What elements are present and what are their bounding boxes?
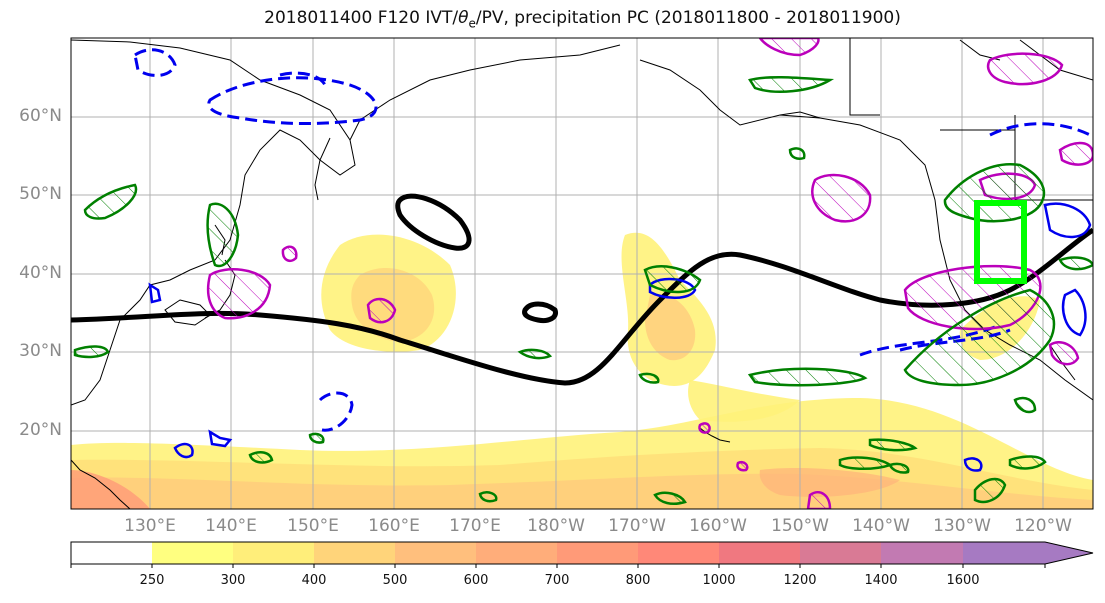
cbar-label-700: 700	[544, 573, 570, 588]
cbar-label-300: 300	[220, 573, 246, 588]
lat-label-20n: 20°N	[19, 420, 62, 440]
cbar-segment-4	[395, 542, 476, 564]
cbar-label-1200: 1200	[783, 573, 817, 588]
cbar-segment-7	[638, 542, 719, 564]
map-title: 2018011400 F120 IVT/θe/PV, precipitation…	[264, 8, 901, 31]
green-contours	[73, 76, 1093, 505]
lat-label-30n: 30°N	[19, 341, 62, 361]
lon-label-170e: 170°E	[449, 516, 501, 536]
lon-label-130e: 130°E	[124, 516, 176, 536]
cbar-segment-6	[557, 542, 638, 564]
cbar-segment-1	[152, 542, 233, 564]
cbar-segment-10	[881, 542, 963, 564]
map-frame	[70, 37, 1094, 510]
cbar-label-1400: 1400	[864, 573, 898, 588]
cbar-label-500: 500	[382, 573, 408, 588]
lat-label-60n: 60°N	[19, 106, 62, 126]
cbar-label-600: 600	[463, 573, 489, 588]
cbar-label-1600: 1600	[946, 573, 980, 588]
lon-label-180w: 180°W	[527, 516, 585, 536]
cbar-segment-5	[476, 542, 557, 564]
cbar-label-250: 250	[139, 573, 165, 588]
cbar-label-1000: 1000	[702, 573, 736, 588]
highlight-box	[974, 200, 1027, 284]
cbar-label-400: 400	[301, 573, 327, 588]
lon-label-120w: 120°W	[1014, 516, 1072, 536]
lon-label-130w: 130°W	[933, 516, 991, 536]
cbar-segment-3	[314, 542, 395, 564]
lon-label-140e: 140°E	[205, 516, 257, 536]
cbar-segment-0	[71, 542, 152, 564]
lon-label-160w: 160°W	[689, 516, 747, 536]
cbar-segment-8	[719, 542, 800, 564]
lon-label-140w: 140°W	[852, 516, 910, 536]
cbar-segment-2	[233, 542, 314, 564]
lon-label-160e: 160°E	[368, 516, 420, 536]
lon-label-170w: 170°W	[608, 516, 666, 536]
lat-label-40n: 40°N	[19, 263, 62, 283]
lon-label-150e: 150°E	[287, 516, 339, 536]
lon-label-150w: 150°W	[771, 516, 829, 536]
ivt-shading	[71, 232, 1093, 509]
lat-label-50n: 50°N	[19, 184, 62, 204]
cbar-segment-9	[800, 542, 881, 564]
cbar-extend-arrow	[963, 542, 1093, 564]
cbar-label-800: 800	[625, 573, 651, 588]
cbar-outline	[70, 541, 1094, 565]
